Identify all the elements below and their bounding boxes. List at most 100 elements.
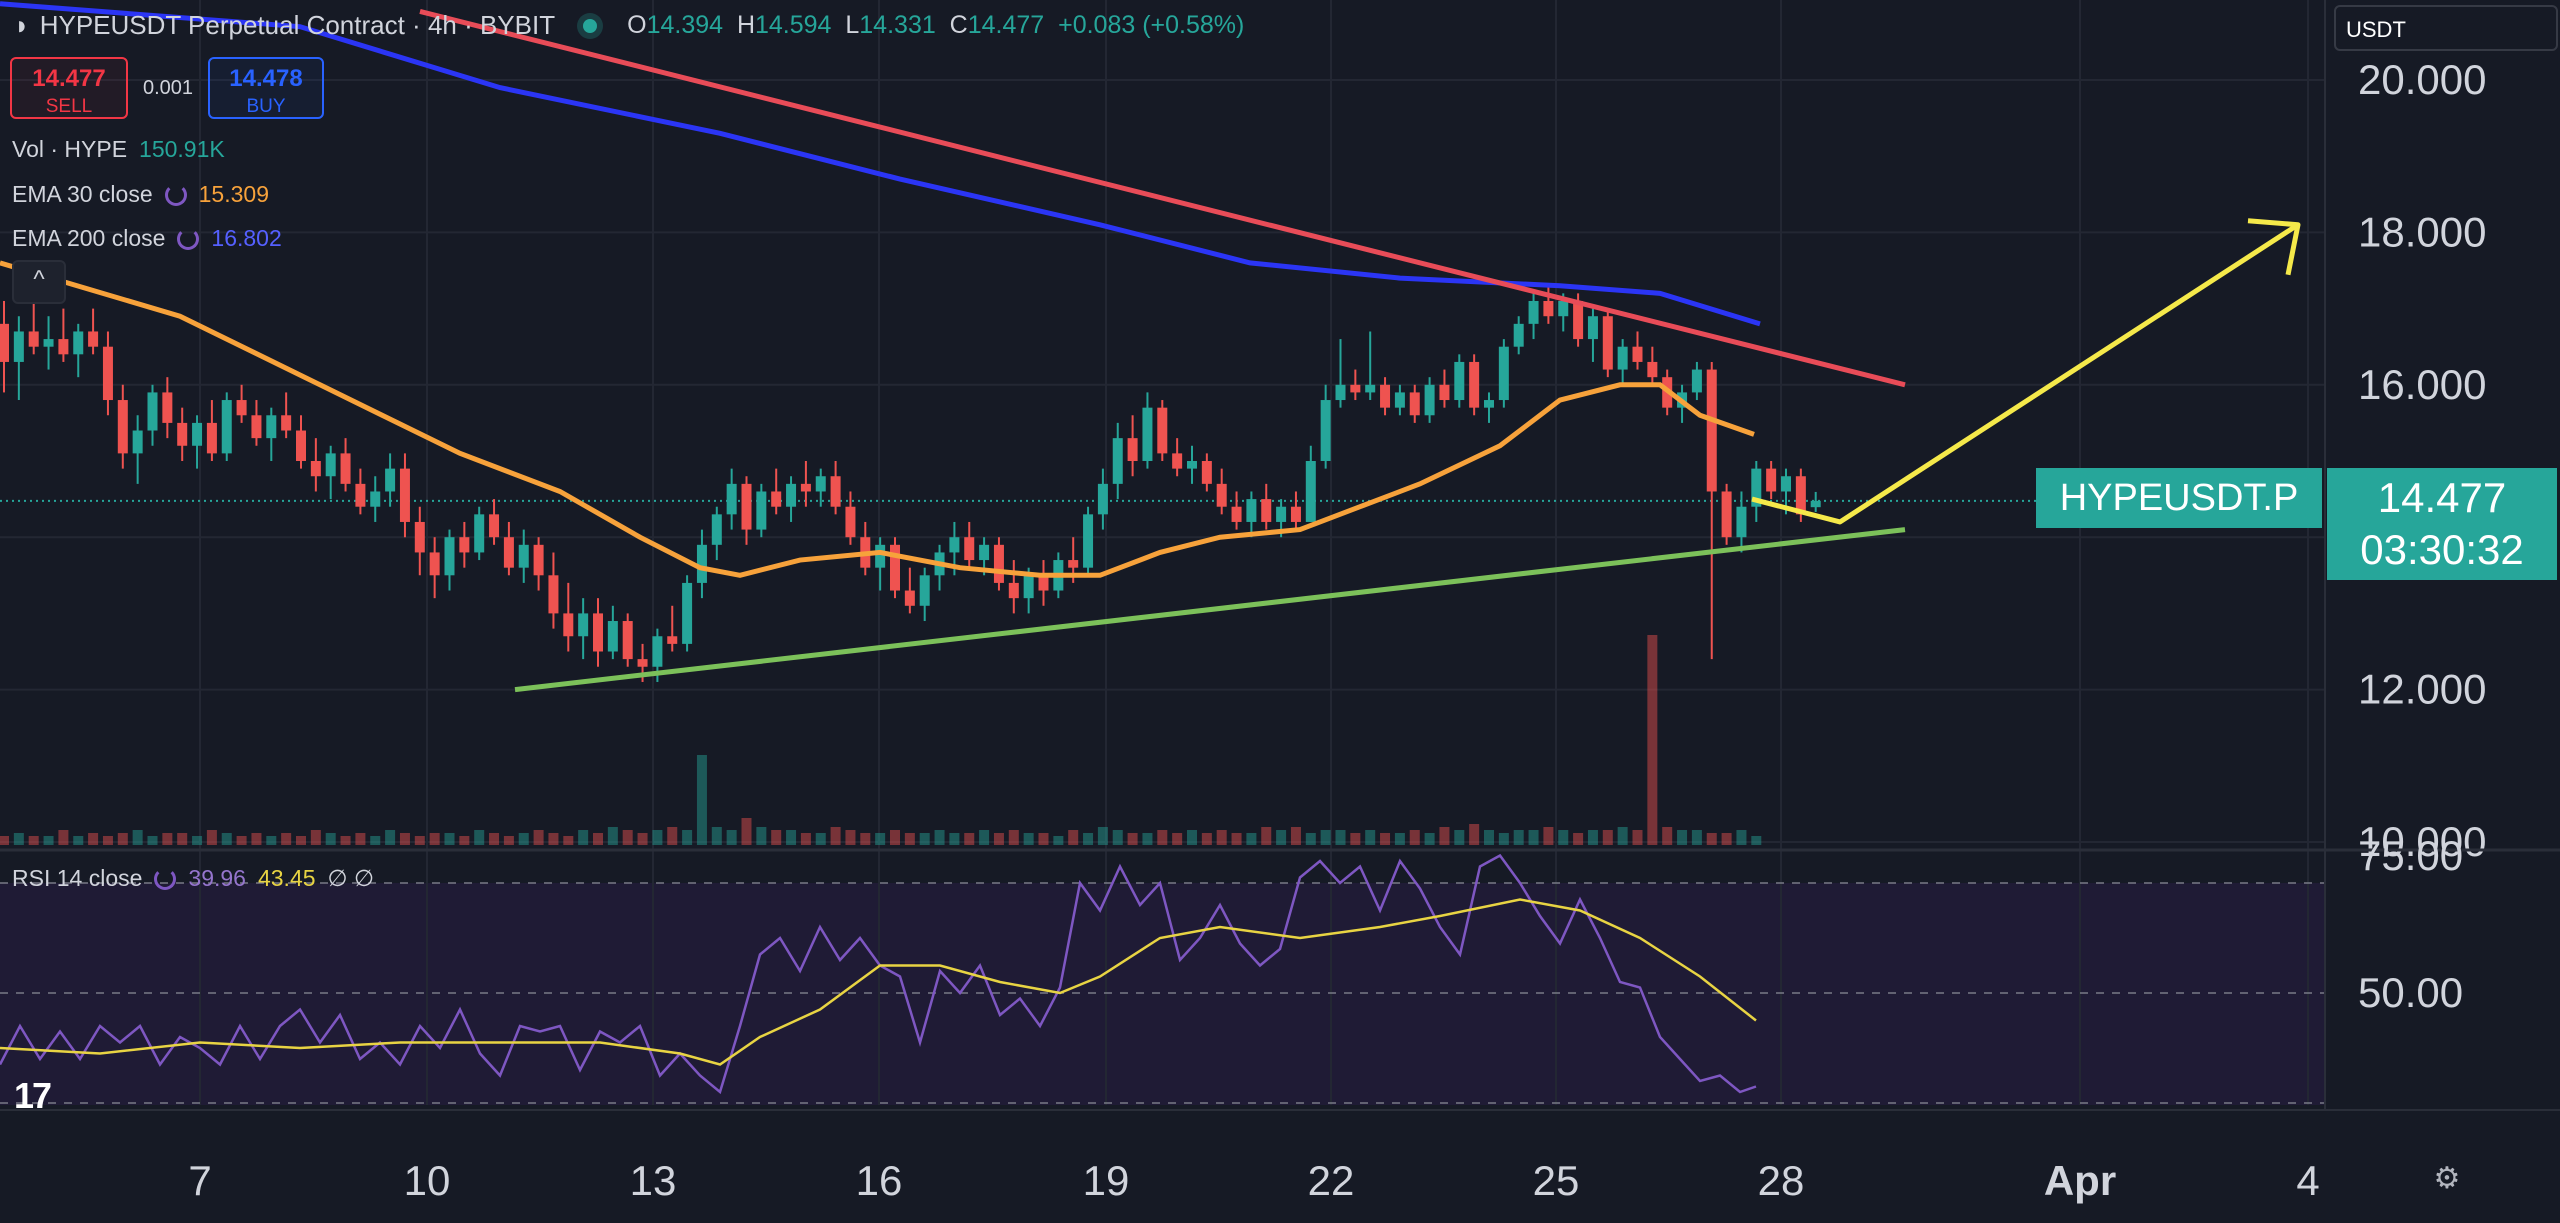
ema200-legend[interactable]: EMA 200 close 16.802 (12, 225, 282, 252)
volume-bar (1439, 827, 1450, 845)
volume-bar (1736, 830, 1747, 845)
indicator-lines (0, 1, 2301, 693)
candle-body (1810, 500, 1821, 508)
volume-bar (934, 830, 945, 845)
ohlc-readout: O14.394 H14.594 L14.331 C14.477 +0.083 (… (627, 11, 1245, 39)
volume-bar (1112, 830, 1123, 845)
candle-body (43, 339, 54, 347)
volume-legend[interactable]: Vol · HYPE 150.91K (12, 136, 225, 163)
tradingview-logo[interactable]: 17 (14, 1075, 52, 1116)
ema200-legend-value: 16.802 (211, 225, 282, 251)
candle-body (281, 415, 292, 431)
volume-bar (1157, 830, 1168, 845)
volume-bar (1662, 827, 1673, 845)
candle-body (875, 544, 886, 568)
candle-body (459, 537, 470, 553)
candle-body (771, 491, 782, 507)
volume-bar (1706, 833, 1717, 845)
volume-bar (904, 833, 915, 845)
candle-body (503, 537, 514, 568)
volume-bar (949, 833, 960, 845)
settings-gear-icon[interactable]: ⚙ (2433, 1162, 2461, 1195)
volume-bar (993, 833, 1004, 845)
candle-body (1335, 384, 1346, 401)
forecast-arrow-line (1751, 222, 2300, 525)
rsi-legend[interactable]: RSI 14 close 39.96 43.45 ∅ ∅ (12, 865, 374, 892)
volume-bar (281, 833, 292, 845)
candle-body (563, 613, 574, 637)
time-tick-label: 13 (630, 1157, 677, 1204)
candle-body (1706, 369, 1717, 492)
buy-button[interactable]: 14.478 BUY (208, 57, 324, 119)
candle-body (1454, 361, 1465, 401)
candle-body (1068, 560, 1079, 568)
sell-button[interactable]: 14.477 SELL (10, 57, 128, 119)
time-tick-label: 19 (1083, 1157, 1130, 1204)
candle-body (667, 636, 678, 644)
volume-bar (1454, 830, 1465, 845)
candle-body (73, 331, 84, 355)
volume-bar (1097, 827, 1108, 845)
candle-body (1231, 506, 1242, 522)
volume-bar (1498, 833, 1509, 845)
volume-bar (622, 830, 633, 845)
chart-title[interactable]: HYPEUSDT Perpetual Contract · 4h · BYBIT (39, 10, 556, 40)
volume-bar (756, 827, 767, 845)
ema30-line (0, 260, 1755, 578)
candle-body (1350, 384, 1361, 393)
candle-body (1513, 323, 1524, 347)
volume-bar (533, 830, 544, 845)
candle-body (88, 331, 99, 347)
candle-body (296, 430, 306, 461)
candle-body (474, 514, 485, 553)
volume-bar (132, 830, 143, 845)
volume-bar (162, 833, 173, 845)
last-price-tag: 14.477 03:30:32 (2327, 468, 2557, 580)
volume-bar (236, 836, 247, 845)
currency-select[interactable]: USDT (2334, 5, 2558, 51)
volume-bar (102, 836, 113, 845)
volume-bar (741, 818, 752, 845)
volume-bar (1543, 827, 1554, 845)
candle-body (1157, 407, 1168, 454)
volume-bar (1231, 833, 1242, 845)
candle-body (949, 537, 960, 553)
volume-bar (1127, 833, 1138, 845)
volume-bar (459, 836, 470, 845)
sync-icon (164, 183, 187, 206)
time-tick-label: 7 (188, 1157, 211, 1204)
volume-bar (414, 836, 425, 845)
volume-bar (815, 833, 826, 845)
candle-body (1201, 461, 1212, 484)
ema30-legend[interactable]: EMA 30 close 15.309 (12, 181, 269, 208)
volume-bar (578, 830, 589, 845)
rsi-tick-label: 75.00 (2358, 832, 2463, 879)
candle-body (1216, 483, 1227, 507)
candle-body (177, 422, 188, 446)
candle-body (117, 400, 128, 454)
volume-bar (696, 755, 707, 845)
collapse-legend-button[interactable]: ^ (12, 260, 66, 304)
red-trendline (419, 8, 1906, 388)
candle-body (964, 537, 975, 561)
volume-bar (13, 833, 24, 845)
volume-bar (28, 836, 39, 845)
buy-price: 14.478 (229, 65, 303, 92)
candle-body (815, 476, 826, 492)
candle-body (1038, 575, 1049, 591)
rsi-tick-label: 50.00 (2358, 969, 2463, 1016)
candle-body (1498, 346, 1509, 401)
candle-body (58, 339, 69, 355)
candle-body (1573, 300, 1584, 340)
volume-bar (667, 827, 678, 845)
volume-bar (1632, 830, 1643, 845)
volume-bar (830, 827, 841, 845)
volume-bar (147, 836, 158, 845)
candle-body (251, 415, 262, 439)
candle-body (1394, 392, 1405, 408)
candle-body (192, 422, 203, 446)
change-readout: +0.083 (+0.58%) (1058, 11, 1245, 39)
volume-bar (1751, 836, 1762, 845)
market-status-icon[interactable] (583, 18, 598, 33)
